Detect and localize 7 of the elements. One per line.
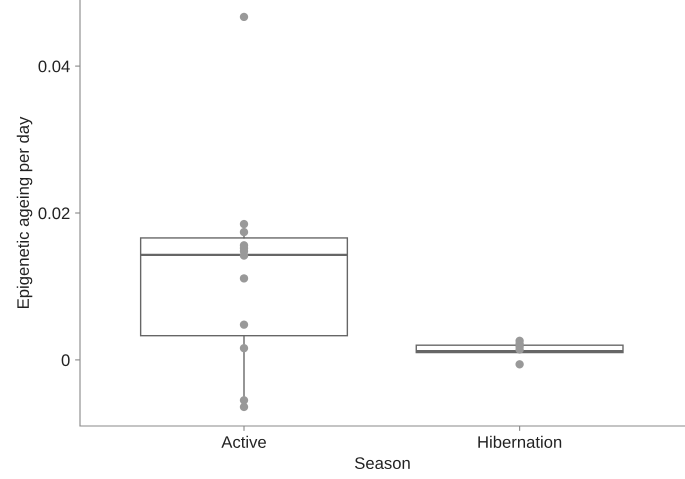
y-tick-label: 0 (62, 354, 70, 366)
x-axis-title: Season (354, 457, 410, 470)
x-tick-label: Hibernation (478, 436, 562, 448)
y-axis-title: Epigenetic ageing per day (16, 116, 32, 308)
y-tick-label: 0.02 (38, 207, 70, 220)
x-tick-label: Active (221, 436, 266, 448)
y-tick-label: 0.04 (38, 60, 70, 72)
